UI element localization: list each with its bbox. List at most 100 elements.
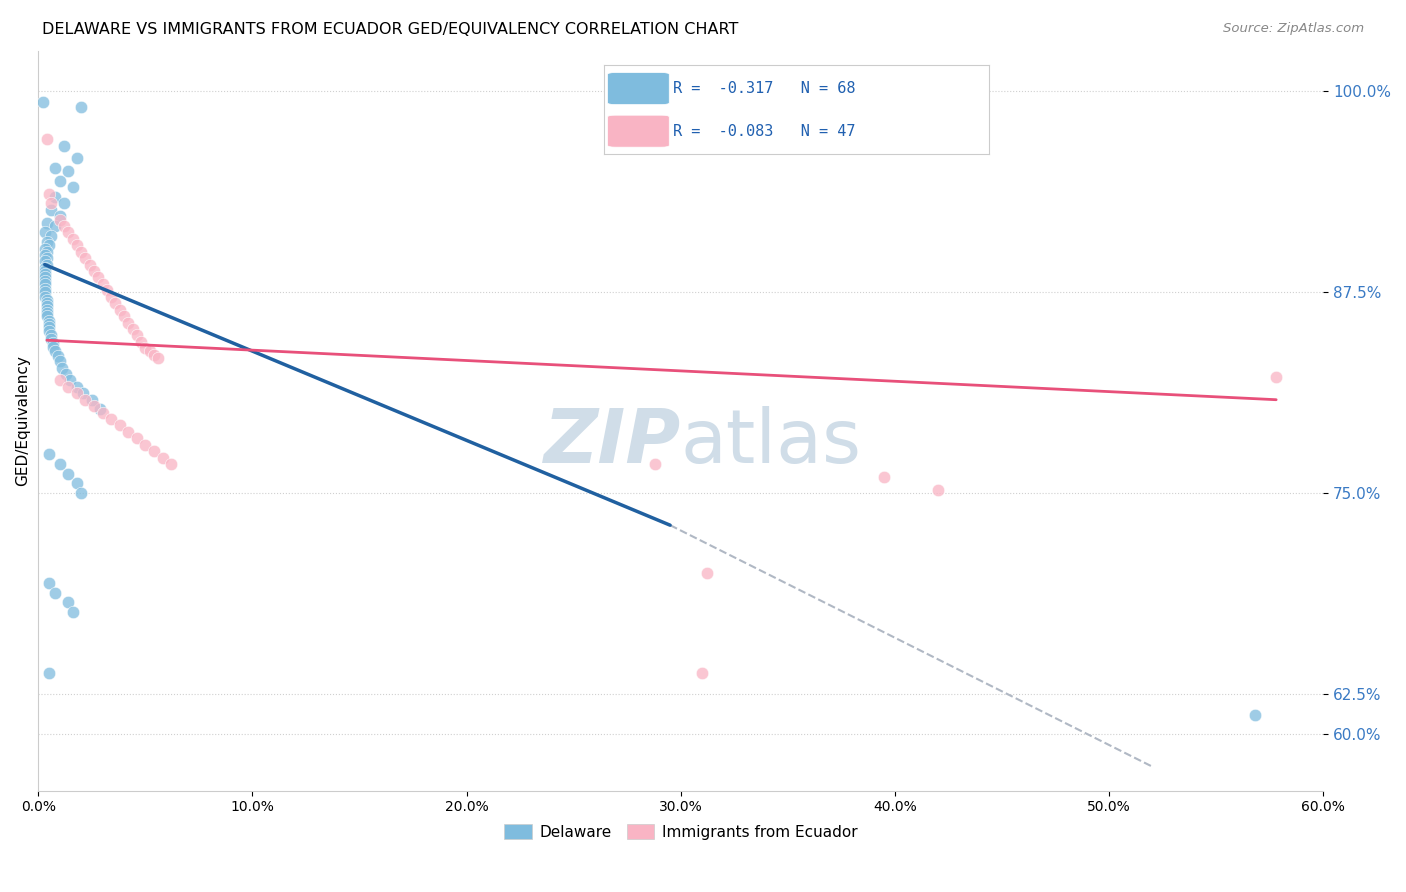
Point [96,283,118,297]
Point [34,226,56,240]
Point [134,438,156,452]
Point [873,470,896,484]
Point [100,412,122,426]
Point [34,285,56,299]
Point [31,95,53,110]
Point [70,486,93,500]
Point [75,392,97,407]
Point [117,425,139,439]
Point [152,450,174,465]
Point [35,258,58,272]
Point [39,228,62,243]
Point [48,212,70,227]
Text: ZIP: ZIP [544,407,681,479]
Point [129,334,152,349]
Text: DELAWARE VS IMMIGRANTS FROM ECUADOR GED/EQUIVALENCY CORRELATION CHART: DELAWARE VS IMMIGRANTS FROM ECUADOR GED/… [42,22,738,37]
Point [38,320,60,334]
Point [48,373,70,387]
Point [39,202,62,217]
Point [39,332,62,346]
Point [34,267,56,281]
Point [66,152,89,166]
Point [53,219,76,233]
Point [38,576,60,591]
Point [138,344,160,359]
Point [134,341,156,355]
Point [644,457,666,471]
Point [51,360,73,375]
Point [39,196,62,211]
Point [38,666,60,681]
Point [59,373,82,387]
Point [35,300,58,314]
Point [35,306,58,320]
Point [34,260,56,275]
Point [160,457,183,471]
Point [125,328,148,343]
Point [66,238,89,252]
Point [58,467,80,481]
Point [117,316,139,330]
Point [143,444,166,458]
Point [44,219,66,233]
Point [55,367,77,381]
Point [35,293,58,307]
Point [38,447,60,461]
Point [62,180,84,194]
Point [48,457,70,471]
Point [35,216,58,230]
Point [38,186,60,201]
Point [46,349,69,363]
Point [34,274,56,288]
Point [70,100,93,114]
Point [66,386,89,401]
Point [48,174,70,188]
Point [42,336,65,351]
Point [108,418,131,433]
Point [75,251,97,265]
Point [35,296,58,310]
Point [34,248,56,262]
Point [35,132,58,146]
Legend: Delaware, Immigrants from Ecuador: Delaware, Immigrants from Ecuador [498,818,863,846]
Point [58,595,80,609]
Point [35,302,58,317]
Point [42,340,65,354]
Point [35,251,58,265]
Point [38,324,60,338]
Point [53,138,76,153]
Point [35,235,58,249]
Point [143,348,166,362]
Point [100,290,122,304]
Point [112,309,135,323]
Point [34,264,56,278]
Point [58,226,80,240]
Point [38,317,60,331]
Point [83,264,105,278]
Point [62,605,84,619]
Point [44,190,66,204]
Point [690,666,713,681]
Point [125,431,148,445]
Point [34,290,56,304]
Point [79,258,101,272]
Point [695,566,717,581]
Point [44,161,66,175]
Point [38,238,60,252]
Point [38,314,60,328]
Point [48,210,70,224]
Point [58,164,80,178]
Point [35,309,58,323]
Point [34,254,56,268]
Point [62,232,84,246]
Point [1243,708,1265,723]
Point [83,399,105,413]
Point [108,302,131,317]
Point [1265,370,1288,384]
Text: atlas: atlas [681,407,862,479]
Point [80,392,103,407]
Point [66,476,89,491]
Text: Source: ZipAtlas.com: Source: ZipAtlas.com [1223,22,1364,36]
Point [44,586,66,600]
Point [35,244,58,259]
